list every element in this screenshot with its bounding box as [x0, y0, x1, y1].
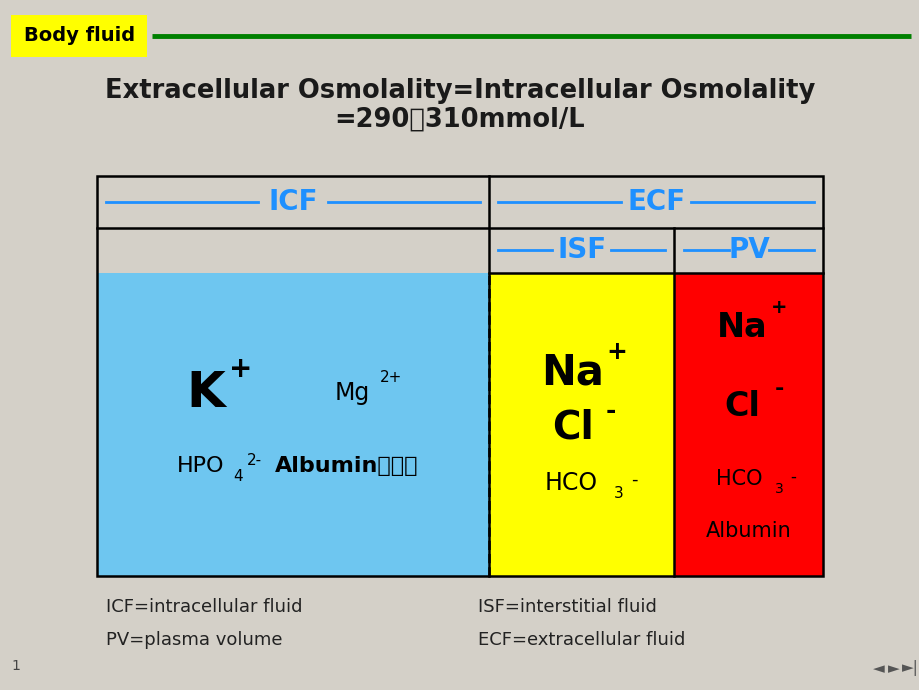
Text: Cl: Cl: [724, 390, 760, 423]
Text: Albumin: Albumin: [705, 521, 791, 540]
Text: -: -: [789, 468, 795, 486]
Text: Body fluid: Body fluid: [24, 26, 134, 46]
Text: PV: PV: [727, 236, 769, 264]
Text: Na: Na: [540, 352, 603, 393]
Bar: [96, 176, 823, 576]
Text: PV=plasma volume: PV=plasma volume: [106, 631, 282, 649]
Text: ECF=extracellular fluid: ECF=extracellular fluid: [478, 631, 685, 649]
Text: -: -: [630, 471, 637, 489]
Text: ISF: ISF: [557, 236, 606, 264]
Text: ◄: ◄: [872, 661, 883, 676]
Text: 2+: 2+: [380, 370, 402, 385]
Text: =290～310mmol/L: =290～310mmol/L: [335, 107, 584, 133]
Text: Mg: Mg: [335, 382, 369, 405]
Text: 2-: 2-: [246, 453, 262, 468]
Bar: [96, 273, 489, 576]
Bar: [11, 15, 147, 57]
Text: 3: 3: [613, 486, 623, 501]
Text: HCO: HCO: [543, 471, 596, 495]
Text: K: K: [186, 369, 224, 417]
Bar: [489, 273, 674, 576]
Text: ►|: ►|: [902, 660, 918, 676]
Text: Cl: Cl: [551, 408, 593, 447]
Text: ►: ►: [888, 661, 899, 676]
Text: +: +: [606, 340, 627, 364]
Text: Albumin白蛋白: Albumin白蛋白: [274, 456, 417, 475]
Text: HPO: HPO: [176, 456, 224, 475]
Text: -: -: [606, 399, 616, 422]
Text: 4: 4: [233, 469, 243, 484]
Text: ISF=interstitial fluid: ISF=interstitial fluid: [478, 598, 656, 616]
Text: -: -: [774, 379, 783, 399]
Text: +: +: [770, 298, 787, 317]
Text: ECF: ECF: [627, 188, 685, 216]
Text: HCO: HCO: [716, 469, 762, 489]
Text: 1: 1: [11, 659, 20, 673]
Text: ICF=intracellular fluid: ICF=intracellular fluid: [106, 598, 302, 616]
Bar: [674, 273, 823, 576]
Text: 3: 3: [774, 482, 783, 496]
Text: Extracellular Osmolality=Intracellular Osmolality: Extracellular Osmolality=Intracellular O…: [105, 78, 814, 104]
Text: +: +: [229, 355, 252, 383]
Text: Na: Na: [717, 310, 767, 344]
Text: ICF: ICF: [267, 188, 317, 216]
